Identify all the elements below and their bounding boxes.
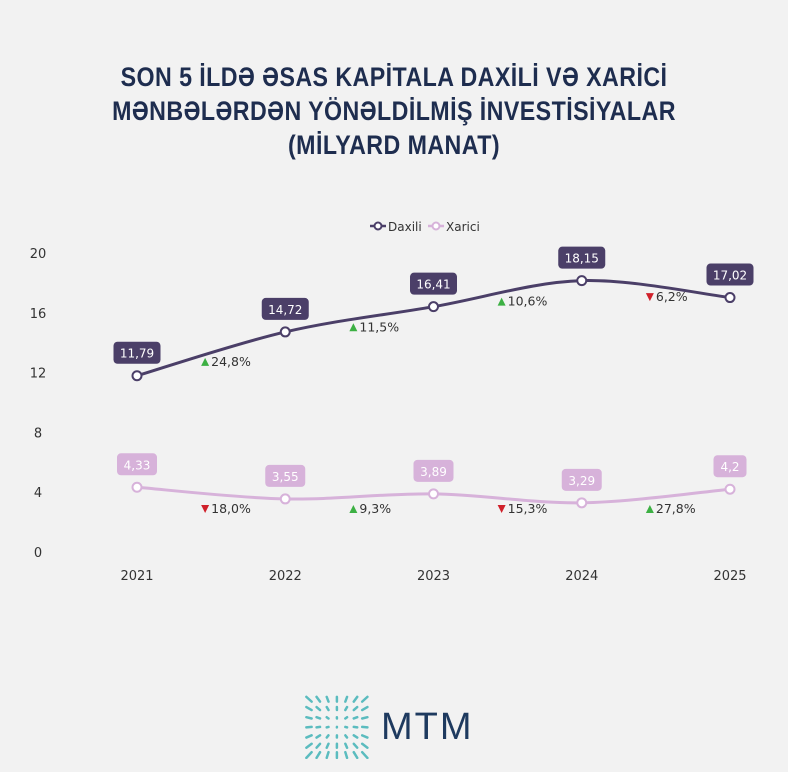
data-label-box	[706, 263, 754, 286]
data-label-box	[261, 297, 309, 320]
data-label-box	[265, 464, 306, 487]
y-tick-label: 20	[30, 247, 47, 262]
data-point	[724, 292, 736, 304]
change-label: 15,3%	[508, 501, 548, 516]
arrow-down-icon	[497, 505, 506, 513]
data-label-box	[713, 455, 747, 478]
data-point	[428, 488, 439, 500]
x-tick-label: 2023	[417, 569, 450, 584]
y-tick-label: 12	[30, 367, 47, 382]
change-label: 10,6%	[508, 294, 548, 309]
arrow-up-icon	[349, 505, 358, 513]
data-label: 4,33	[124, 458, 151, 472]
y-tick-label: 0	[34, 546, 42, 561]
y-tick-label: 16	[30, 307, 47, 322]
line-chart: 0 4 8 12 16 20 2021 2022 2023 2024 2025 Daxili Xaric…	[30, 220, 754, 584]
change-label: 24,8%	[211, 354, 251, 369]
arrow-up-icon	[201, 357, 210, 366]
data-label: 4,2	[720, 460, 739, 474]
data-label-box	[561, 468, 602, 491]
data-label-box	[413, 459, 454, 482]
data-label-box	[113, 341, 161, 364]
arrow-down-icon	[201, 505, 210, 513]
data-label-box	[410, 272, 457, 295]
data-point	[724, 483, 736, 495]
change-label: 18,0%	[211, 501, 251, 516]
title-line-3: (MİLYARD MANAT)	[288, 130, 500, 160]
data-label: 3,55	[272, 470, 299, 484]
title-line-1: SON 5 İLDƏ ƏSAS KAPİTALA DAXİLİ VƏ XARİC…	[120, 62, 668, 92]
data-point	[279, 493, 291, 505]
y-tick-label: 4	[34, 486, 42, 501]
legend-label-xarici: Xarici	[446, 220, 480, 234]
data-point	[428, 301, 439, 313]
change-label: 27,8%	[656, 501, 696, 516]
data-point	[131, 370, 143, 382]
legend-marker-daxili	[373, 221, 383, 231]
arrow-down-icon	[645, 293, 654, 302]
logo-text: MTM	[381, 705, 474, 748]
data-label: 17,02	[713, 269, 747, 283]
change-label: 11,5%	[359, 319, 399, 334]
change-label: 9,3%	[359, 501, 391, 516]
data-point	[131, 481, 143, 493]
data-point	[279, 326, 291, 338]
legend-label-daxili: Daxili	[388, 220, 422, 234]
arrow-up-icon	[349, 323, 358, 332]
data-point	[576, 275, 588, 287]
x-tick-label: 2025	[713, 569, 746, 584]
x-tick-label: 2022	[269, 569, 302, 584]
data-label: 14,72	[268, 303, 302, 317]
change-label: 6,2%	[656, 289, 688, 304]
legend-marker-xarici	[431, 221, 441, 231]
mtm-logo: MTM	[305, 695, 474, 759]
arrow-up-icon	[497, 297, 506, 306]
arrow-up-icon	[645, 505, 654, 513]
data-label-box	[117, 453, 157, 476]
chart-title: SON 5 İLDƏ ƏSAS KAPİTALA DAXİLİ VƏ XARİC…	[55, 60, 733, 162]
x-tick-label: 2021	[120, 569, 153, 584]
data-label: 3,29	[568, 474, 595, 488]
x-tick-label: 2024	[565, 569, 598, 584]
mtm-logo-icon	[305, 695, 369, 759]
data-label: 3,89	[420, 465, 447, 479]
data-label: 11,79	[120, 347, 154, 361]
data-point	[576, 497, 588, 509]
y-tick-label: 8	[34, 426, 42, 441]
data-label: 18,15	[565, 252, 599, 266]
title-line-2: MƏNBƏLƏRDƏN YÖNƏLDİLMİŞ İNVESTİSİYALAR	[112, 96, 676, 126]
data-label-box	[558, 246, 606, 269]
data-label: 16,41	[416, 278, 450, 292]
